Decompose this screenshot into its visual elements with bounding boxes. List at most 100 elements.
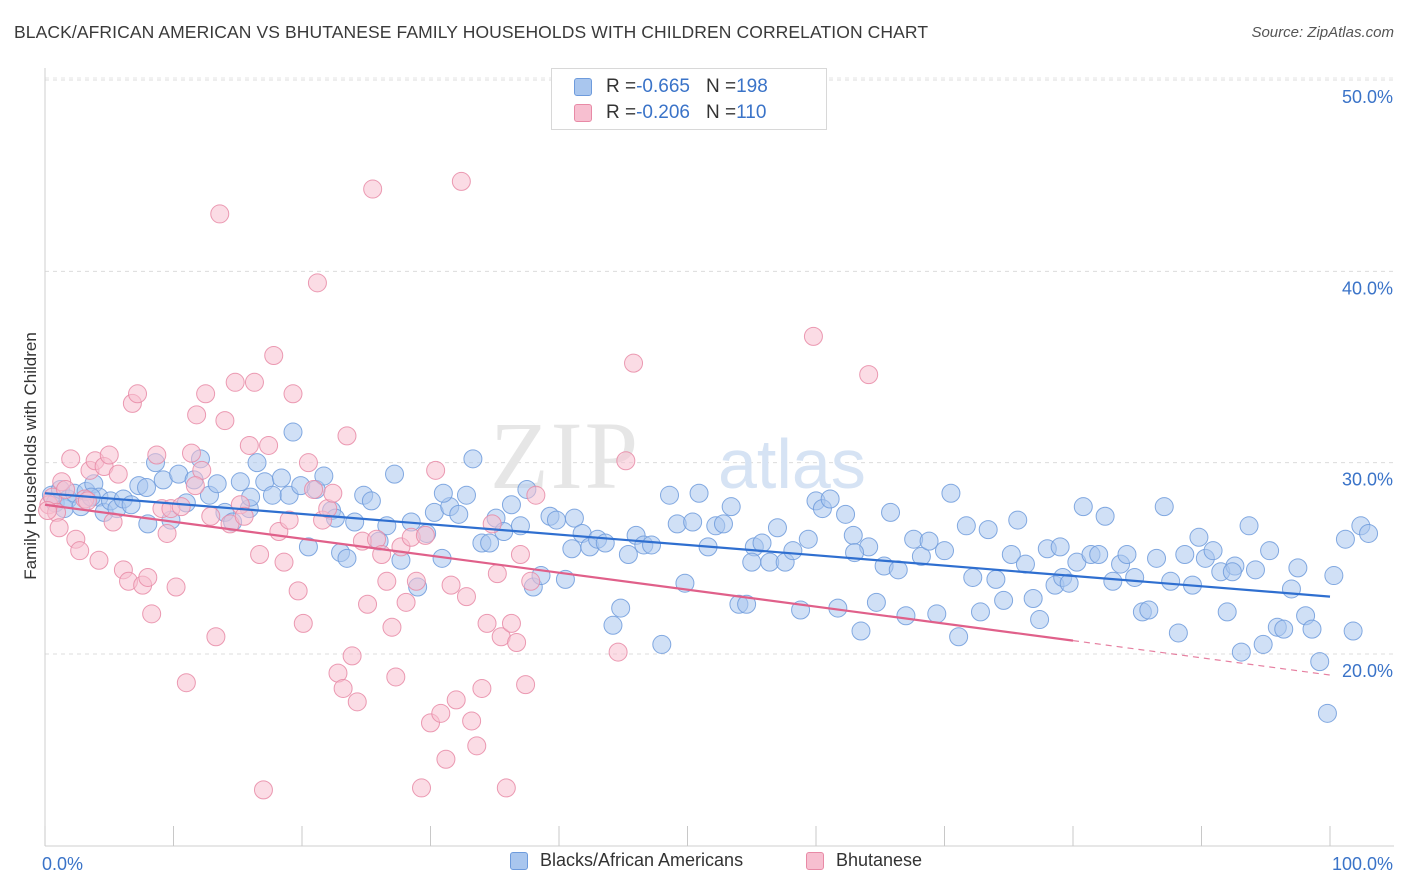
point-blacks [611,598,631,618]
point-blacks [927,604,947,624]
legend-row-bhutanese: R = -0.206 N = 110 [574,100,766,126]
point-bhutanese [215,411,235,431]
point-bhutanese [274,552,294,572]
point-blacks [851,621,871,641]
point-blacks [1260,541,1280,561]
point-bhutanese [283,384,303,404]
series-blacks-points [41,422,1379,723]
watermark-zip: ZIP [490,402,640,509]
point-bhutanese [171,497,191,517]
point-blacks [1161,571,1181,591]
point-blacks [798,529,818,549]
y-tick-label: 50.0% [1342,87,1393,107]
y-axis-label: Family Households with Children [21,332,40,580]
point-blacks [888,560,908,580]
point-blacks [1015,554,1035,574]
point-bhutanese [441,575,461,595]
point-blacks [721,497,741,517]
legend-n-label: N = [705,76,737,97]
point-blacks [1324,566,1344,586]
point-blacks [1023,589,1043,609]
point-blacks [843,525,863,545]
point-blacks [689,483,709,503]
point-bhutanese [147,445,167,465]
legend-r-value: -0.206 [636,102,690,123]
point-bhutanese [426,460,446,480]
point-blacks [866,592,886,612]
point-blacks [737,594,757,614]
point-bhutanese [250,545,270,565]
point-bhutanese [196,384,216,404]
watermark-atlas: atlas [718,425,866,503]
point-bhutanese [49,518,69,538]
point-blacks [1281,579,1301,599]
series-legend: Blacks/African Americans Bhutanese [0,850,1406,878]
point-bhutanese [496,778,516,798]
point-blacks [836,504,856,524]
point-bhutanese [377,571,397,591]
point-blacks [1288,558,1308,578]
point-bhutanese [264,346,284,366]
point-blacks [345,512,365,532]
point-bhutanese [108,464,128,484]
point-blacks [1317,703,1337,723]
point-blacks [935,541,954,561]
legend-item-blacks: Blacks/African Americans [510,850,743,871]
point-bhutanese [510,545,530,565]
point-bhutanese [201,506,221,526]
point-blacks [262,485,282,505]
point-bhutanese [181,443,201,463]
point-blacks [283,422,303,442]
point-blacks [986,569,1006,589]
point-bhutanese [342,646,362,666]
tick-labels: 20.0% 30.0% 40.0% 50.0% 0.0% 100.0% [42,87,1393,874]
point-blacks [1189,527,1209,547]
point-blacks [230,472,250,492]
point-blacks [1245,560,1265,580]
y-tick-label: 20.0% [1342,661,1393,681]
point-bhutanese [259,435,279,455]
point-bhutanese [431,703,451,723]
y-tick-label: 30.0% [1342,470,1393,490]
point-bhutanese [446,690,466,710]
point-blacks [1335,529,1355,549]
point-blacks [994,590,1014,610]
legend-n-value: 198 [736,76,768,97]
point-blacks [1059,573,1079,593]
trend-line-blacks [44,492,1331,598]
point-blacks [1222,562,1242,582]
point-bhutanese [608,642,628,662]
point-bhutanese [337,426,357,446]
point-bhutanese [239,435,259,455]
point-blacks [137,478,157,498]
point-blacks [949,627,969,647]
point-blacks [1302,619,1322,639]
point-bhutanese [138,567,158,587]
point-blacks [1147,548,1167,568]
point-bhutanese [462,711,482,731]
point-bhutanese [616,451,636,471]
point-bhutanese [516,675,536,695]
legend-r-value: -0.665 [636,76,690,97]
point-blacks [298,537,318,557]
point-blacks [1073,497,1093,517]
point-bhutanese [128,384,148,404]
point-bhutanese [206,627,226,647]
point-bhutanese [436,749,456,769]
point-bhutanese [244,372,264,392]
point-blacks [385,464,405,484]
point-blacks [271,468,291,488]
point-blacks [683,512,703,532]
point-bhutanese [307,273,327,293]
point-bhutanese [406,571,426,591]
point-blacks [463,449,483,469]
point-bhutanese [187,405,207,425]
point-blacks [449,504,469,524]
point-bhutanese [99,445,119,465]
point-bhutanese [451,171,471,191]
point-bhutanese [624,353,644,373]
point-bhutanese [467,736,487,756]
point-blacks [1030,610,1050,630]
point-blacks [1050,537,1070,557]
legend-item-bhutanese: Bhutanese [806,850,922,871]
